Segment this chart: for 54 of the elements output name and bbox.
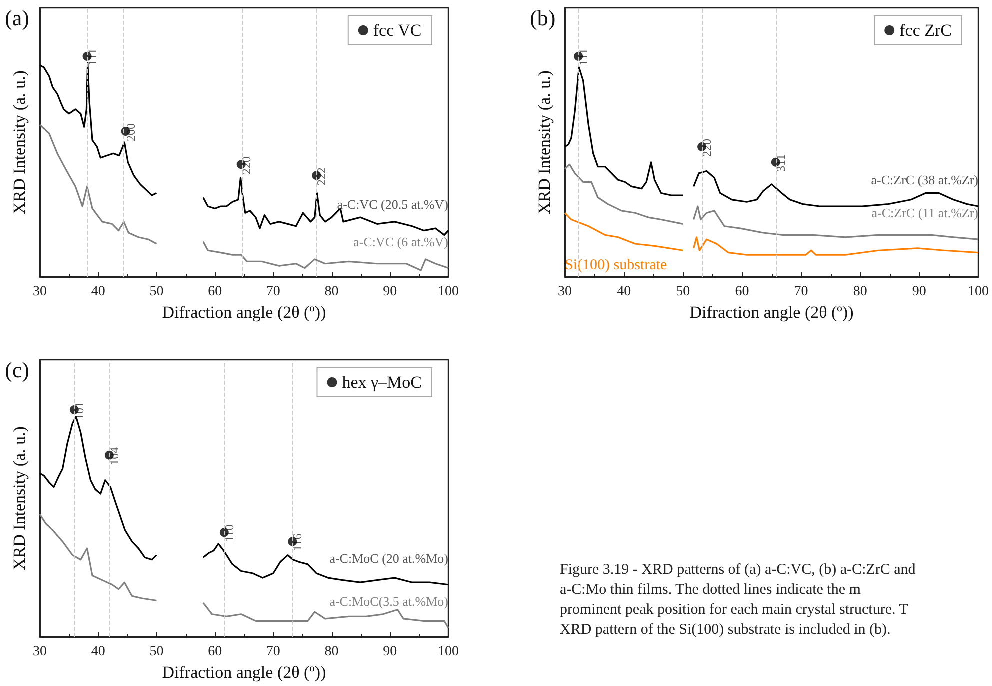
legend-label: fcc VC [373, 21, 422, 40]
annotation: 220 [700, 138, 714, 157]
series-label: a-C:VC (20.5 at.%V) [337, 196, 448, 212]
x-tick-label: 100 [438, 284, 459, 300]
text: a-C:Mo thin films. The dotted lines indicate the m [560, 581, 862, 600]
x-axis-title: Difraction angle (2θ (º)) [162, 303, 326, 322]
y-axis-title: XRD Intensity (a. u.) [10, 70, 29, 215]
x-tick-label: 70 [266, 284, 280, 300]
x-tick-label: 90 [912, 284, 926, 300]
series-label: a-C:VC (6 at.%V) [354, 234, 448, 250]
x-tick-label: 100 [438, 644, 459, 660]
x-tick-label: 80 [324, 644, 339, 660]
annotation: 200 [124, 124, 138, 142]
series-label: a-C:MoC (20 at.%Mo) [330, 550, 448, 566]
x-tick-label: 40 [617, 284, 632, 300]
x-tick-label: 30 [558, 284, 572, 300]
series-label: a-C:ZrC (38 at.%Zr) [871, 172, 978, 188]
x-tick-label: 40 [91, 284, 106, 300]
x-tick-label: 80 [853, 284, 868, 300]
annotation: 111 [85, 48, 100, 66]
x-tick-label: 60 [208, 644, 222, 660]
text: XRD pattern of the Si(100) substrate is included in (b). [560, 621, 892, 640]
legend-label: hex γ–MoC [342, 373, 422, 392]
annotation: 110 [222, 524, 236, 542]
caption: Figure 3.19 - XRD patterns of (a) a-C:VC, (b) a-C:ZrC and [560, 561, 917, 580]
x-tick-label: 60 [735, 284, 750, 300]
annotation: 311 [774, 154, 788, 172]
x-axis-title: Difraction angle (2θ (º)) [162, 663, 326, 682]
x-tick-label: 30 [33, 284, 47, 300]
chart-title: (a) [5, 6, 30, 30]
x-tick-label: 50 [150, 644, 164, 660]
x-tick-label: 100 [968, 284, 989, 300]
x-tick-label: 90 [383, 284, 398, 300]
x-tick-label: 90 [383, 644, 398, 660]
y-axis-title: XRD Intensity (a. u.) [535, 70, 554, 215]
annotation: 222 [314, 168, 329, 186]
text: prominent peak position for each main crystal structure. T [560, 601, 910, 620]
x-tick-label: 50 [676, 284, 690, 300]
x-tick-label: 40 [91, 644, 106, 660]
series-label: Si(100) substrate [565, 258, 668, 274]
series-label: a-C:ZrC (11 at.%Zr) [872, 206, 978, 221]
y-axis-title: XRD Intensity (a. u.) [10, 426, 29, 571]
x-tick-label: 50 [150, 284, 164, 300]
legend-label: fcc ZrC [900, 21, 952, 40]
x-tick-label: 60 [208, 284, 222, 300]
annotation: 104 [107, 447, 122, 466]
x-axis-title: Difraction angle (2θ (º)) [690, 303, 854, 322]
chart-title: (b) [530, 6, 556, 30]
x-tick-label: 30 [33, 644, 47, 660]
x-tick-label: 70 [794, 284, 808, 300]
chart-title: (c) [5, 358, 30, 382]
x-tick-label: 70 [266, 644, 280, 660]
series-label: a-C:MoC(3.5 at.%Mo) [330, 594, 448, 610]
x-tick-label: 80 [324, 284, 339, 300]
